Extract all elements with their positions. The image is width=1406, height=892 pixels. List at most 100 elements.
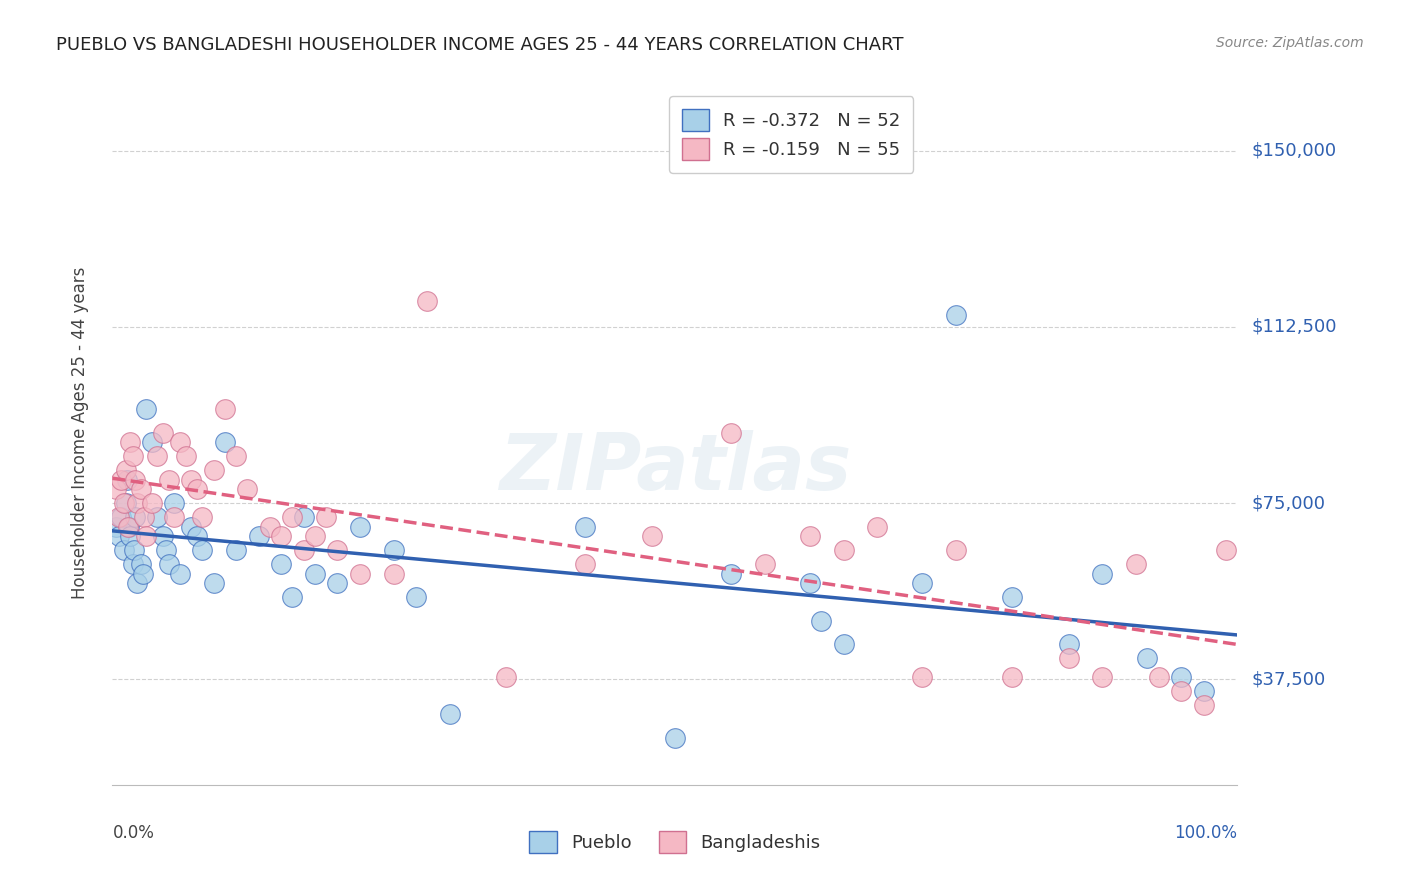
Point [641,529,664,543]
Point [270,529,292,543]
Point [180,519,202,533]
Point [292,543,315,558]
Point [259,519,281,533]
Text: $150,000: $150,000 [1251,142,1336,160]
Point [832,637,855,651]
Point [1001,670,1024,684]
Point [163,496,186,510]
Point [112,496,135,510]
Point [121,449,143,463]
Point [382,566,405,581]
Point [270,557,292,571]
Text: PUEBLO VS BANGLADESHI HOUSEHOLDER INCOME AGES 25 - 44 YEARS CORRELATION CHART: PUEBLO VS BANGLADESHI HOUSEHOLDER INCOME… [56,36,904,54]
Point [104,519,127,533]
Point [186,482,208,496]
Point [1192,684,1215,698]
Point [866,519,889,533]
Point [1147,670,1170,684]
Point [191,510,214,524]
Point [945,543,967,558]
Text: ZIPatlas: ZIPatlas [499,430,851,506]
Point [326,543,349,558]
Point [236,482,259,496]
Point [115,473,138,487]
Point [214,402,236,417]
Point [129,557,152,571]
Point [110,473,132,487]
Point [574,519,596,533]
Point [110,510,132,524]
Point [152,425,174,440]
Point [416,294,439,309]
Point [911,576,934,591]
Point [146,449,169,463]
Point [799,529,821,543]
Point [574,557,596,571]
Point [118,519,141,533]
Point [141,435,163,450]
Point [1091,670,1114,684]
Point [292,510,315,524]
Point [152,529,174,543]
Point [112,543,135,558]
Point [1136,651,1159,665]
Text: $112,500: $112,500 [1251,318,1337,336]
Text: 0.0%: 0.0% [112,824,155,842]
Point [1215,543,1237,558]
Point [754,557,776,571]
Y-axis label: Householder Income Ages 25 - 44 years: Householder Income Ages 25 - 44 years [70,267,89,599]
Point [169,566,191,581]
Point [132,510,155,524]
Point [304,529,326,543]
Point [174,449,197,463]
Text: Source: ZipAtlas.com: Source: ZipAtlas.com [1216,36,1364,50]
Point [225,449,247,463]
Point [1170,670,1192,684]
Point [169,435,191,450]
Point [191,543,214,558]
Point [117,519,139,533]
Point [405,590,427,604]
Point [810,614,832,628]
Point [141,496,163,510]
Point [1170,684,1192,698]
Text: $37,500: $37,500 [1251,670,1326,689]
Point [225,543,247,558]
Point [124,510,146,524]
Point [281,510,304,524]
Point [945,308,967,322]
Text: $75,000: $75,000 [1251,494,1326,512]
Point [832,543,855,558]
Point [720,566,742,581]
Point [122,543,145,558]
Point [157,557,180,571]
Point [163,510,186,524]
Point [121,557,143,571]
Point [214,435,236,450]
Text: 100.0%: 100.0% [1174,824,1237,842]
Point [720,425,742,440]
Point [120,435,142,450]
Point [104,482,127,496]
Point [146,510,169,524]
Point [1192,698,1215,712]
Point [157,473,180,487]
Point [349,566,371,581]
Point [202,463,225,477]
Point [135,402,157,417]
Legend: Pueblo, Bangladeshis: Pueblo, Bangladeshis [522,824,828,861]
Point [439,707,461,722]
Point [247,529,270,543]
Point [132,566,155,581]
Point [124,473,146,487]
Point [1057,637,1080,651]
Point [1001,590,1024,604]
Point [115,496,138,510]
Point [281,590,304,604]
Point [664,731,686,745]
Point [326,576,349,591]
Point [180,473,202,487]
Point [315,510,337,524]
Point [799,576,821,591]
Point [1057,651,1080,665]
